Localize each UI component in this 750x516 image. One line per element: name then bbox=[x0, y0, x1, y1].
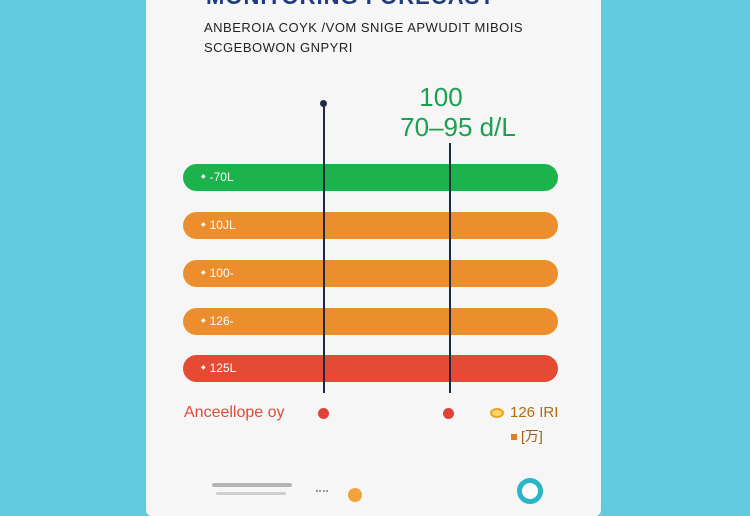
range-bar-orange-3: 126- bbox=[183, 308, 558, 335]
range-bar-label: -70L bbox=[201, 170, 234, 184]
range-bar-label: 126- bbox=[201, 314, 234, 328]
legend-right-bottom: [万] bbox=[511, 426, 543, 446]
card-subtitle: ANBEROIA COYK /VOM SNIGE APWUDIT MIBOIS … bbox=[204, 18, 523, 58]
range-bar-label: 125L bbox=[201, 361, 237, 375]
range-bar-orange-2: 100- bbox=[183, 260, 558, 287]
legend-dot-left bbox=[318, 408, 329, 419]
range-bar-orange-1: 10JL bbox=[183, 212, 558, 239]
subtitle-line-2: SCGEBOWON GNPYRI bbox=[204, 40, 353, 55]
legend-right-bottom-label: [万] bbox=[521, 428, 543, 444]
range-bar-green: -70L bbox=[183, 164, 558, 191]
footer-ring-icon[interactable] bbox=[517, 478, 543, 504]
footer-dots-icon bbox=[316, 490, 328, 496]
marker-line-left bbox=[323, 103, 325, 393]
footer-orange-circle-icon bbox=[348, 488, 362, 502]
range-bar-label: 10JL bbox=[201, 218, 236, 232]
legend-right-top: 126 IRI bbox=[490, 404, 558, 421]
legend-right-top-label: 126 IRI bbox=[510, 404, 559, 421]
ring-icon bbox=[490, 408, 504, 419]
square-icon bbox=[511, 434, 517, 441]
reading-value: 100 bbox=[419, 82, 463, 112]
range-bar-label: 100- bbox=[201, 266, 234, 280]
subtitle-line-1: ANBEROIA COYK /VOM SNIGE APWUDIT MIBOIS bbox=[204, 20, 524, 35]
footer-line-secondary bbox=[216, 492, 286, 495]
reading-range: 70–95 d/L bbox=[400, 112, 516, 142]
chart-card: MONITORING FORECAST ANBEROIA COYK /VOM S… bbox=[146, 0, 601, 516]
card-title: MONITORING FORECAST bbox=[206, 0, 495, 10]
legend-left-label: Anceellope oy bbox=[184, 404, 285, 421]
footer-line bbox=[212, 483, 292, 487]
range-bar-red: 125L bbox=[183, 355, 558, 382]
marker-line-right bbox=[449, 143, 451, 393]
legend-dot-right bbox=[443, 408, 454, 419]
